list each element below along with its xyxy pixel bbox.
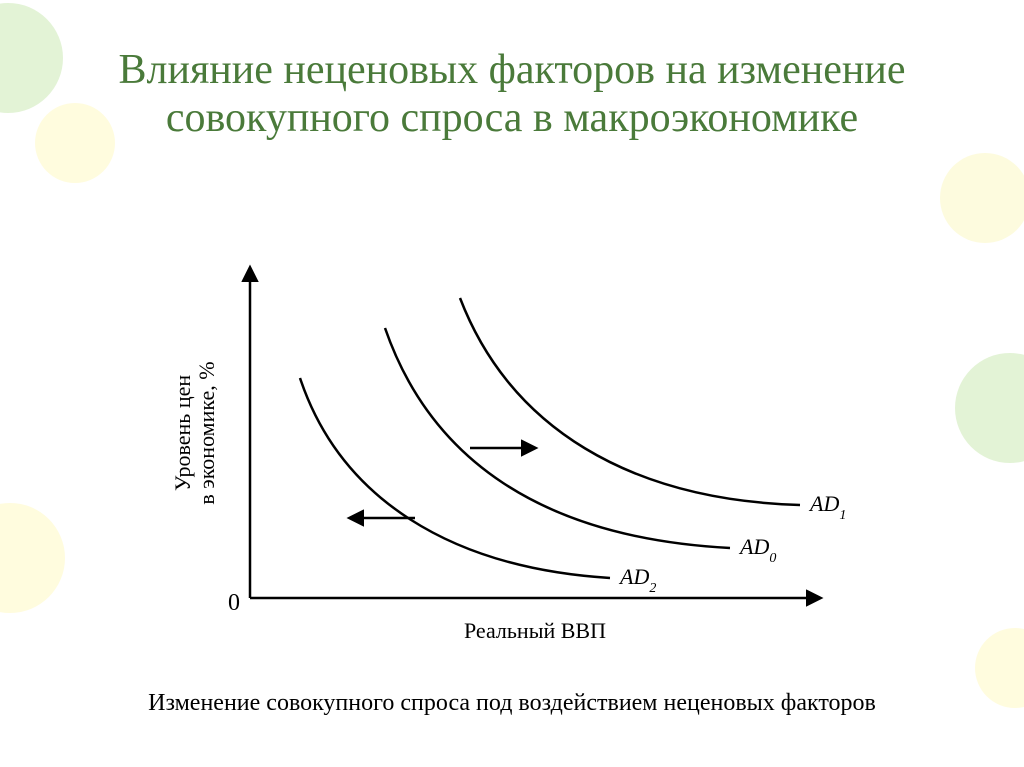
- ad-shift-chart: 0 Реальный ВВП Уровень ценв экономике, % AD…: [140, 248, 900, 668]
- decorative-bubble: [955, 353, 1024, 463]
- curve-label-AD2: AD2: [618, 564, 656, 596]
- curve-AD2: [300, 378, 610, 578]
- decorative-bubble: [35, 103, 115, 183]
- y-axis-label: Уровень ценв экономике, %: [170, 362, 219, 505]
- curve-label-AD1: AD1: [808, 491, 846, 523]
- curve-AD1: [460, 298, 800, 505]
- decorative-bubble: [0, 503, 65, 613]
- origin-label: 0: [228, 590, 240, 616]
- svg-text:в экономике, %: в экономике, %: [194, 362, 219, 505]
- slide-title: Влияние неценовых факторов на изменение …: [0, 28, 1024, 143]
- chart-caption: Изменение совокупного спроса под воздейс…: [0, 688, 1024, 718]
- curve-label-AD0: AD0: [738, 534, 776, 566]
- x-axis-label: Реальный ВВП: [464, 618, 606, 643]
- svg-text:Уровень цен: Уровень цен: [170, 375, 195, 492]
- curve-AD0: [385, 328, 730, 548]
- decorative-bubble: [940, 153, 1024, 243]
